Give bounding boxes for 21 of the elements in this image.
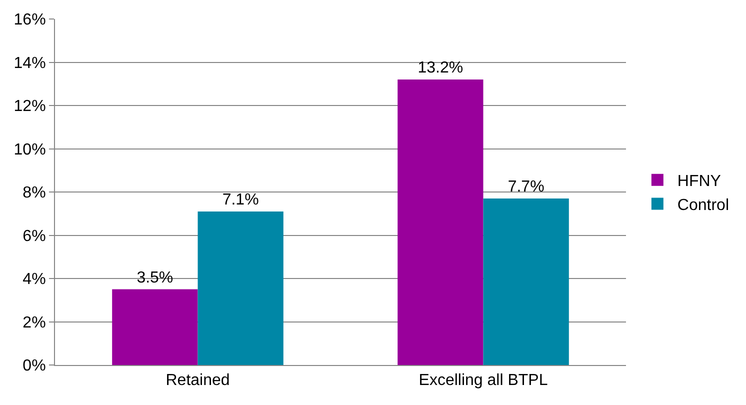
y-tick-label: 10%: [14, 141, 46, 158]
bar: [112, 289, 198, 365]
bar: [483, 198, 569, 365]
data-label: 3.5%: [136, 269, 174, 286]
y-tick-label: 8%: [22, 184, 46, 202]
y-tick-label: 12%: [14, 98, 46, 116]
data-label: 7.1%: [222, 191, 259, 208]
x-tick-label: Excelling all BTPL: [418, 372, 548, 390]
legend-label: HFNY: [677, 173, 722, 190]
y-tick-label: 6%: [22, 228, 46, 245]
y-tick-label: 2%: [22, 314, 46, 332]
bar: [198, 211, 284, 365]
data-label: 7.7%: [508, 178, 544, 196]
y-tick-label: 4%: [22, 271, 46, 288]
y-tick-label: 16%: [14, 12, 46, 29]
x-tick-label: Retained: [166, 372, 230, 390]
data-label: 13.2%: [418, 60, 464, 77]
y-tick-label: 14%: [14, 54, 46, 72]
y-tick-label: 0%: [22, 358, 46, 375]
legend-label: Control: [677, 196, 729, 214]
bar: [398, 80, 484, 365]
